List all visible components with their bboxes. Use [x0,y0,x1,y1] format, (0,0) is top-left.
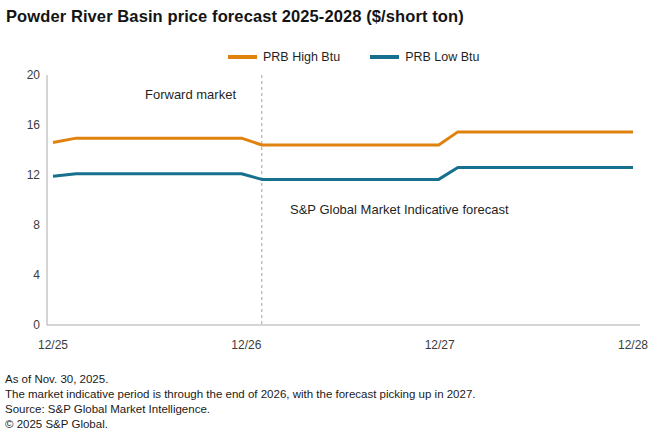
series-line-prb-low-btu [53,168,633,180]
x-tick-label: 12/26 [231,338,261,352]
footer-copyright: © 2025 S&P Global. [5,417,476,432]
y-tick-label: 20 [27,68,41,82]
annotation-forward-market: Forward market [145,87,236,102]
y-tick-label: 16 [27,118,41,132]
footer-note: The market indicative period is through … [5,387,476,402]
series-line-prb-high-btu [53,132,633,145]
x-tick-label: 12/28 [618,338,648,352]
chart-page: Powder River Basin price forecast 2025-2… [0,0,660,444]
annotation-indicative-forecast: S&P Global Market Indicative forecast [290,202,509,217]
y-tick-label: 4 [33,268,40,282]
y-tick-label: 0 [33,318,40,332]
footer-as-of: As of Nov. 30, 2025. [5,372,476,387]
footer-source: Source: S&P Global Market Intelligence. [5,402,476,417]
x-tick-label: 12/25 [38,338,68,352]
y-tick-label: 8 [33,218,40,232]
y-tick-label: 12 [27,168,41,182]
footer-notes: As of Nov. 30, 2025. The market indicati… [5,372,476,432]
x-tick-label: 12/27 [425,338,455,352]
